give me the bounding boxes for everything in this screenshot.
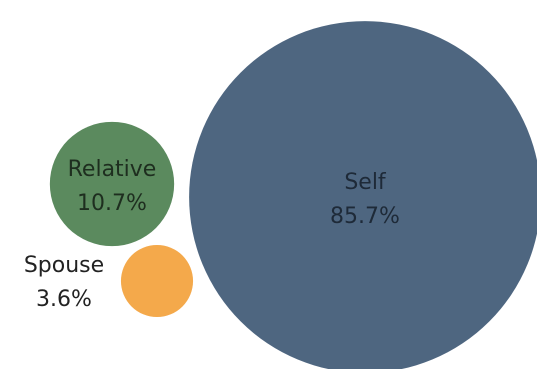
bubble-value-relative: 10.7%	[77, 191, 147, 216]
bubble-name-self: Self	[344, 170, 387, 195]
bubble-spouse	[120, 244, 194, 318]
bubble-value-spouse: 3.6%	[36, 287, 92, 312]
bubble-group-self: Self 85.7%	[189, 21, 537, 369]
bubble-name-relative: Relative	[68, 157, 157, 182]
bubble-relative	[49, 121, 175, 247]
bubble-name-spouse: Spouse	[24, 253, 104, 278]
bubble-value-self: 85.7%	[330, 204, 400, 229]
bubble-self	[189, 21, 537, 369]
bubble-group-spouse: Spouse 3.6%	[24, 244, 194, 318]
bubble-group-relative: Relative 10.7%	[49, 121, 175, 247]
